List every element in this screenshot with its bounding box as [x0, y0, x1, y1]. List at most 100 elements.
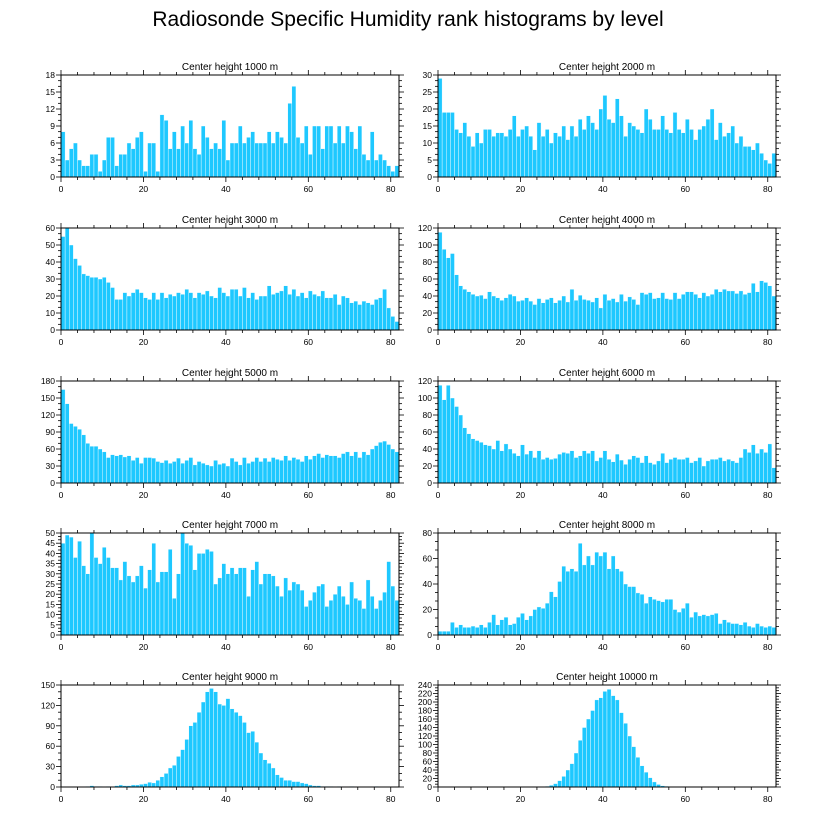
bar	[512, 453, 517, 484]
y-tick-label: 20	[423, 308, 433, 318]
bar	[672, 457, 678, 484]
bar	[374, 608, 379, 636]
x-tick-label: 0	[59, 642, 64, 652]
bar	[369, 304, 375, 331]
bar	[69, 244, 74, 331]
bar	[528, 615, 533, 636]
x-tick-label: 40	[221, 490, 231, 500]
bar	[619, 712, 624, 788]
bar	[345, 297, 350, 331]
bar	[491, 135, 496, 178]
bar	[470, 294, 476, 331]
bar	[275, 131, 280, 178]
bar	[610, 695, 616, 788]
bar	[598, 697, 604, 788]
x-tick-label: 80	[763, 490, 773, 500]
bar	[176, 756, 181, 788]
bar	[167, 462, 173, 484]
bar	[139, 462, 144, 484]
y-tick-label: 40	[423, 291, 433, 301]
bar	[528, 135, 533, 178]
bar	[349, 455, 354, 484]
bar	[258, 142, 264, 178]
bar	[81, 434, 86, 484]
bar	[184, 739, 189, 788]
y-tick-label: 10	[423, 138, 433, 148]
bar	[693, 294, 698, 331]
bar	[466, 433, 472, 484]
bar	[258, 583, 264, 636]
x-tick-label: 0	[436, 794, 441, 804]
bar	[532, 457, 538, 484]
bar	[122, 456, 128, 484]
bar	[233, 142, 239, 178]
bar	[565, 453, 571, 484]
bar	[143, 171, 148, 178]
bar	[487, 291, 492, 331]
bar	[446, 257, 451, 331]
bar	[648, 292, 653, 331]
bar	[295, 781, 301, 788]
bar	[499, 300, 505, 331]
bar	[217, 464, 222, 484]
y-tick-label: 120	[41, 410, 55, 420]
bar	[176, 148, 181, 178]
bar	[172, 461, 177, 484]
bar	[106, 457, 111, 484]
y-tick-label: 80	[423, 528, 433, 538]
bar	[635, 757, 641, 788]
bar	[192, 148, 198, 178]
bar	[623, 723, 628, 788]
bar	[759, 152, 764, 178]
y-tick-label: 40	[423, 765, 433, 775]
bar	[573, 135, 579, 178]
bar	[458, 285, 463, 331]
bar	[188, 725, 194, 788]
bar	[357, 125, 363, 178]
bar	[258, 752, 264, 788]
bar	[118, 579, 124, 636]
y-tick-label: 90	[46, 721, 56, 731]
bar	[569, 568, 575, 636]
bar	[544, 602, 550, 636]
bar	[349, 302, 354, 331]
bar	[353, 300, 358, 331]
bar	[254, 142, 260, 178]
bar	[60, 236, 66, 331]
bar	[693, 611, 698, 636]
bar	[532, 149, 538, 178]
bar	[746, 452, 752, 484]
bar	[681, 608, 686, 636]
bar	[324, 454, 330, 484]
bar	[676, 459, 682, 484]
y-tick-label: 12	[46, 104, 56, 114]
bar	[676, 129, 682, 178]
bar	[97, 278, 103, 331]
bar	[291, 457, 297, 484]
y-tick-label: 120	[418, 731, 432, 741]
bar	[672, 609, 678, 636]
bar	[701, 292, 707, 331]
bar	[487, 622, 492, 636]
bar	[742, 622, 748, 636]
bar	[553, 302, 558, 331]
bar	[594, 699, 599, 788]
bar	[60, 543, 66, 636]
bar	[606, 300, 612, 331]
x-tick-label: 40	[221, 642, 231, 652]
panel-title: Center height 4000 m	[559, 215, 655, 226]
bar	[742, 448, 748, 484]
y-tick-label: 3	[50, 155, 55, 165]
x-tick-label: 40	[598, 794, 608, 804]
bar	[561, 125, 566, 178]
bar	[458, 414, 463, 484]
bar	[713, 139, 719, 178]
bar	[266, 285, 272, 331]
bar	[520, 613, 525, 636]
bar	[635, 592, 641, 636]
panel-title: Center height 8000 m	[559, 520, 655, 531]
bar	[512, 295, 517, 331]
bar	[324, 297, 330, 331]
bar	[718, 122, 723, 178]
bar	[516, 616, 521, 636]
